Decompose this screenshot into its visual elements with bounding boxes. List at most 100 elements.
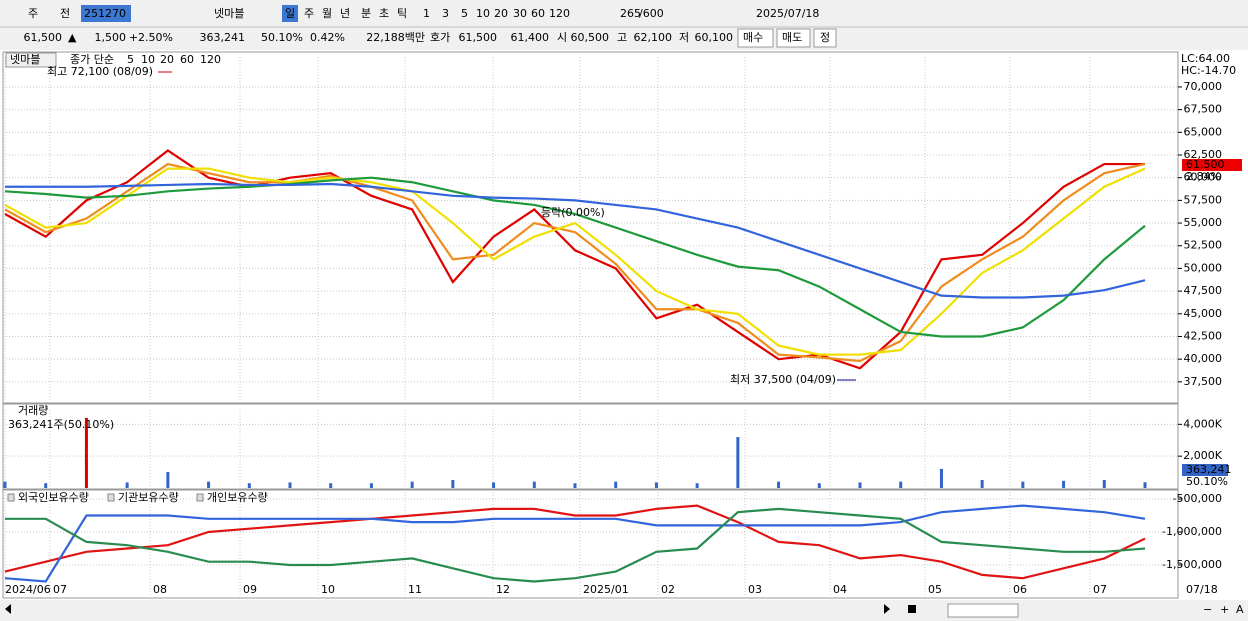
toolbar-item[interactable]: 30 bbox=[513, 7, 527, 20]
toolbar-item[interactable]: 주 bbox=[28, 7, 38, 20]
volume-bar bbox=[451, 480, 455, 488]
toolbar-item[interactable]: 주 bbox=[304, 7, 314, 20]
y-tick-label: 67,500 bbox=[1184, 103, 1223, 116]
volume-bar bbox=[614, 481, 618, 488]
volume-bar bbox=[817, 483, 821, 488]
toolbar-item[interactable]: 5 bbox=[461, 7, 468, 20]
x-tick-label: 12 bbox=[496, 583, 510, 596]
volume-bar bbox=[532, 481, 536, 488]
button[interactable] bbox=[737, 28, 774, 48]
volume-bar bbox=[1021, 481, 1025, 488]
volume-bar bbox=[1062, 480, 1066, 488]
toolbar-item[interactable]: 일 bbox=[285, 6, 295, 20]
toolbar-item[interactable]: 년 bbox=[340, 7, 350, 20]
scrollbar[interactable] bbox=[0, 600, 1248, 621]
legend-entry: 개인보유수량 bbox=[207, 491, 268, 504]
quote-item: 60,500 bbox=[571, 31, 610, 44]
legend-entry: 60 bbox=[180, 53, 194, 66]
x-tick-label: 05 bbox=[928, 583, 942, 596]
volume-bar bbox=[369, 483, 373, 488]
volume-bar bbox=[329, 483, 333, 488]
panel-subtitle: 363,241주(50.10%) bbox=[8, 418, 114, 431]
toolbar-bg bbox=[0, 0, 1248, 50]
scroll-left[interactable] bbox=[5, 604, 11, 614]
volume-bar bbox=[858, 482, 862, 488]
y-tick-label: 57,500 bbox=[1184, 193, 1223, 206]
price-tag bbox=[1182, 159, 1242, 171]
y-tick-label: 50,000 bbox=[1184, 261, 1223, 274]
y-tick-label: 65,000 bbox=[1184, 125, 1223, 138]
selected-bg bbox=[282, 5, 298, 22]
quote-item: 매수 bbox=[743, 31, 763, 44]
x-tick-label: 09 bbox=[243, 583, 257, 596]
toolbar-item[interactable]: 10 bbox=[476, 7, 490, 20]
toolbar-item: 전 bbox=[60, 7, 70, 20]
x-tick-label: 2024/06 bbox=[5, 583, 51, 596]
series-line bbox=[4, 504, 1146, 583]
toolbar-item[interactable]: 251270 bbox=[84, 7, 126, 20]
legend-entry: 외국인보유수량 bbox=[18, 491, 89, 504]
zoom-control[interactable]: + bbox=[1220, 603, 1229, 616]
quote-item: ▲ bbox=[68, 31, 77, 44]
volume-bar bbox=[899, 481, 903, 488]
side-volume: 363,241 bbox=[1186, 463, 1232, 476]
y-tick-label: 4,000K bbox=[1183, 417, 1222, 430]
x-tick-label: 08 bbox=[153, 583, 167, 596]
toolbar-item[interactable]: 3 bbox=[442, 7, 449, 20]
volume-bar bbox=[410, 481, 414, 488]
quote-item: 고 bbox=[617, 31, 627, 44]
scroll-thumb[interactable] bbox=[947, 603, 1019, 618]
quote-item: 정 bbox=[820, 31, 830, 44]
toolbar-item[interactable]: 틱 bbox=[397, 7, 407, 20]
volume-bar bbox=[777, 481, 781, 488]
button[interactable] bbox=[776, 28, 811, 48]
zoom-control[interactable]: A bbox=[1236, 603, 1244, 616]
y-tick-label: 40,000 bbox=[1184, 352, 1223, 365]
legend-title: 종가 단순 bbox=[70, 53, 114, 66]
toolbar-item[interactable]: 60 bbox=[531, 7, 545, 20]
volume-bar bbox=[166, 472, 170, 488]
stop-button[interactable] bbox=[908, 605, 916, 613]
toolbar-item[interactable]: 분 bbox=[361, 7, 371, 20]
quote-item: 60,100 bbox=[695, 31, 734, 44]
legend-entry: 20 bbox=[160, 53, 174, 66]
volume-bar bbox=[125, 482, 129, 488]
volume-bar bbox=[939, 468, 943, 488]
button[interactable] bbox=[813, 28, 837, 48]
y-tick-label: 70,000 bbox=[1184, 80, 1223, 93]
side-hc: HC:-14.70 bbox=[1181, 64, 1236, 77]
volume-bar bbox=[1102, 480, 1106, 488]
quote-item: 매도 bbox=[782, 31, 802, 44]
series-line bbox=[4, 162, 1146, 363]
quote-item: 호가 bbox=[430, 31, 450, 44]
quote-item: 1,500 bbox=[95, 31, 127, 44]
x-tick-label: 03 bbox=[748, 583, 762, 596]
series-line bbox=[5, 507, 1146, 583]
toolbar-item[interactable]: 120 bbox=[549, 7, 570, 20]
toolbar-item: /600 bbox=[639, 7, 664, 20]
x-tick-label: 04 bbox=[833, 583, 847, 596]
y-tick-label: 42,500 bbox=[1184, 329, 1223, 342]
volume-bar bbox=[288, 482, 292, 488]
scroll-right[interactable] bbox=[884, 604, 890, 614]
toolbar-item[interactable]: 20 bbox=[494, 7, 508, 20]
toolbar-item[interactable]: 1 bbox=[423, 7, 430, 20]
side-volume-pct: 50.10% bbox=[1186, 475, 1228, 488]
volume-bar bbox=[695, 483, 699, 488]
selected-bg bbox=[81, 5, 131, 22]
quote-item: 시 bbox=[557, 31, 567, 44]
holdings-panel bbox=[2, 489, 1179, 599]
volume-bar bbox=[207, 481, 211, 488]
zoom-control[interactable]: − bbox=[1203, 603, 1212, 616]
price-panel bbox=[2, 51, 1179, 404]
toolbar-item[interactable]: 넷마블 bbox=[214, 7, 244, 20]
legend-entry: 10 bbox=[141, 53, 155, 66]
toolbar-item[interactable]: 초 bbox=[379, 7, 389, 20]
toolbar-item[interactable]: 월 bbox=[322, 7, 332, 20]
y-tick-label: 55,000 bbox=[1184, 216, 1223, 229]
x-tick-label: 11 bbox=[408, 583, 422, 596]
volume-bar bbox=[980, 480, 984, 488]
panel-title: 거래량 bbox=[18, 404, 48, 417]
x-tick-label: 07 bbox=[1093, 583, 1107, 596]
